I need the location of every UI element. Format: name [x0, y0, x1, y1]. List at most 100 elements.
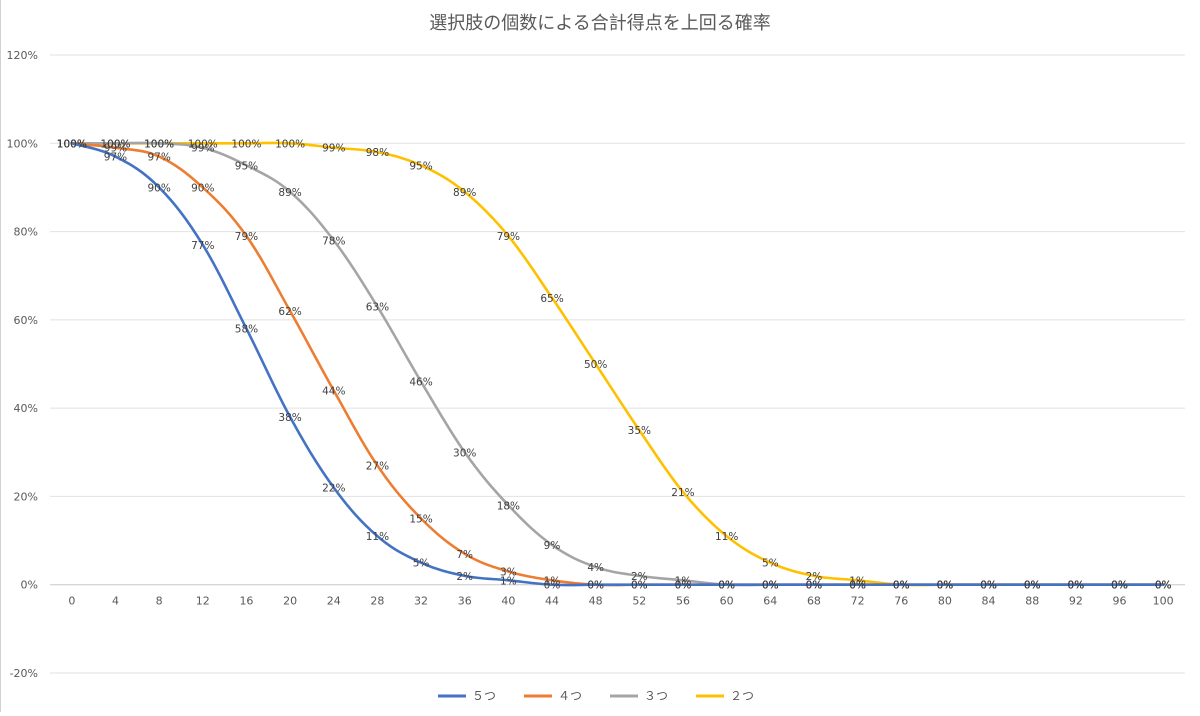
data-label: 100% [57, 138, 87, 150]
x-tick-label: 36 [458, 595, 472, 608]
x-tick-label: 68 [807, 595, 821, 608]
data-label: 100% [57, 138, 87, 150]
data-label: 100% [57, 138, 87, 150]
series-line-4 [70, 141, 1165, 587]
data-label: 100% [188, 138, 218, 150]
data-label: 30% [453, 447, 476, 459]
data-label: 27% [366, 461, 389, 473]
data-label: 100% [144, 138, 174, 150]
data-label: 0% [849, 580, 866, 592]
data-label: 100% [57, 138, 87, 150]
data-label: 90% [147, 182, 170, 194]
data-label: 0% [1068, 580, 1085, 592]
data-label: 2% [456, 571, 473, 583]
y-tick-label: -20% [10, 667, 38, 680]
data-label: 97% [104, 152, 127, 164]
data-label: 79% [235, 231, 258, 243]
data-label: 0% [1024, 580, 1041, 592]
data-label: 0% [1024, 580, 1041, 592]
x-tick-label: 44 [545, 595, 559, 608]
data-label: 0% [806, 580, 823, 592]
data-label: 99% [322, 143, 345, 155]
data-label: 7% [456, 549, 473, 561]
data-label: 0% [587, 580, 604, 592]
data-label: 0% [1155, 580, 1172, 592]
data-label: 0% [1024, 580, 1041, 592]
data-label: 77% [191, 240, 214, 252]
legend-label: ３つ [644, 689, 668, 703]
x-tick-label: 80 [938, 595, 952, 608]
data-label: 65% [540, 293, 563, 305]
data-label: 2% [631, 571, 648, 583]
data-label: 0% [893, 580, 910, 592]
data-label: 0% [675, 580, 692, 592]
data-label: 100% [275, 138, 305, 150]
x-tick-label: 28 [370, 595, 384, 608]
legend-label: ４つ [558, 689, 582, 703]
data-label: 100% [231, 138, 261, 150]
data-label: 1% [500, 575, 517, 587]
data-label: 0% [980, 580, 997, 592]
legend: ５つ ４つ ３つ ２つ [438, 689, 754, 703]
x-tick-label: 0 [68, 595, 75, 608]
data-label: 0% [718, 580, 735, 592]
data-label: 0% [1111, 580, 1128, 592]
data-label: 2% [806, 571, 823, 583]
x-tick-label: 96 [1113, 595, 1127, 608]
data-label: 0% [980, 580, 997, 592]
data-label: 21% [671, 487, 694, 499]
data-label: 0% [544, 580, 561, 592]
data-label: 1% [544, 575, 561, 587]
data-label: 0% [631, 580, 648, 592]
x-tick-label: 16 [239, 595, 253, 608]
data-label: 0% [1155, 580, 1172, 592]
data-label: 0% [937, 580, 954, 592]
y-tick-label: 0% [21, 579, 38, 592]
data-label: 35% [628, 425, 651, 437]
data-label: 0% [893, 580, 910, 592]
data-label: 0% [937, 580, 954, 592]
data-label: 99% [104, 143, 127, 155]
y-tick-label: 40% [14, 402, 38, 415]
x-tick-label: 60 [720, 595, 734, 608]
x-axis-ticks: 0 4 8 12 16 20 24 28 32 36 40 44 48 52 56 60 64 68 72 76 80 8… [68, 595, 1173, 608]
x-tick-label: 48 [589, 595, 603, 608]
series-lines [70, 141, 1165, 587]
data-label: 0% [1024, 580, 1041, 592]
data-label: 0% [893, 580, 910, 592]
data-label: 100% [100, 138, 130, 150]
data-label: 0% [849, 580, 866, 592]
series-line-1 [70, 141, 1165, 587]
data-label: 0% [1068, 580, 1085, 592]
data-label: 62% [278, 306, 301, 318]
y-tick-label: 80% [14, 226, 38, 239]
gridlines [50, 54, 1185, 674]
data-label: 98% [366, 147, 389, 159]
x-tick-label: 12 [196, 595, 210, 608]
data-label: 1% [849, 575, 866, 587]
data-label: 0% [1068, 580, 1085, 592]
x-tick-label: 84 [982, 595, 996, 608]
data-label: 5% [762, 558, 779, 570]
data-label: 63% [366, 302, 389, 314]
data-label: 38% [278, 412, 301, 424]
data-label: 18% [497, 500, 520, 512]
x-tick-label: 24 [327, 595, 341, 608]
x-tick-label: 40 [501, 595, 515, 608]
data-label: 9% [544, 540, 561, 552]
data-label: 0% [762, 580, 779, 592]
data-label: 4% [587, 562, 604, 574]
data-label: 0% [937, 580, 954, 592]
x-tick-label: 52 [632, 595, 646, 608]
data-label: 0% [762, 580, 779, 592]
y-tick-label: 20% [14, 490, 38, 503]
data-label: 0% [893, 580, 910, 592]
series-line-3 [70, 141, 1165, 587]
data-label: 58% [235, 324, 258, 336]
data-label: 95% [235, 160, 258, 172]
y-tick-label: 60% [14, 314, 38, 327]
data-label: 0% [849, 580, 866, 592]
data-label: 0% [1111, 580, 1128, 592]
data-label: 15% [409, 514, 432, 526]
window-edge [0, 0, 1, 712]
